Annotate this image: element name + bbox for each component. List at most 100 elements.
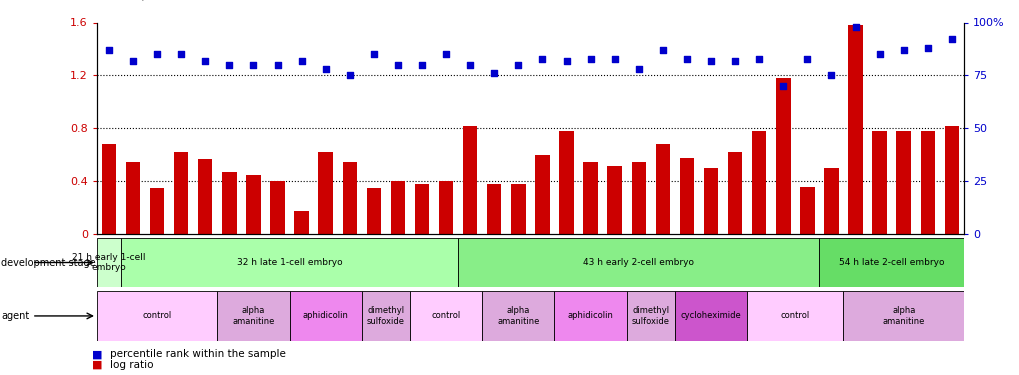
Bar — [655, 144, 669, 234]
Bar — [463, 126, 477, 234]
Point — [702, 58, 718, 64]
Point — [269, 62, 285, 68]
Point — [534, 56, 550, 62]
Point — [437, 51, 453, 57]
Point — [943, 36, 959, 42]
Text: aphidicolin: aphidicolin — [568, 311, 613, 320]
Point — [870, 51, 887, 57]
Bar — [775, 78, 790, 234]
Bar — [246, 175, 261, 234]
Point — [101, 47, 117, 53]
Bar — [848, 25, 862, 234]
Bar — [751, 131, 765, 234]
Point — [606, 56, 623, 62]
Bar — [871, 131, 886, 234]
Bar — [366, 188, 381, 234]
Bar — [607, 165, 622, 234]
Bar — [174, 152, 189, 234]
Point — [654, 47, 671, 53]
Bar — [823, 168, 838, 234]
Bar — [438, 182, 452, 234]
Bar — [270, 182, 284, 234]
Bar — [390, 182, 405, 234]
Text: percentile rank within the sample: percentile rank within the sample — [110, 350, 285, 359]
Bar — [535, 155, 549, 234]
Bar — [458, 238, 818, 287]
Bar — [410, 291, 482, 341]
Point — [462, 62, 478, 68]
Text: control: control — [780, 311, 809, 320]
Text: agent: agent — [1, 311, 30, 321]
Text: dimethyl
sulfoxide: dimethyl sulfoxide — [631, 306, 669, 326]
Bar — [746, 291, 843, 341]
Point — [557, 58, 574, 64]
Point — [678, 56, 694, 62]
Bar — [583, 162, 597, 234]
Text: cycloheximide: cycloheximide — [680, 311, 741, 320]
Bar — [843, 291, 963, 341]
Bar — [554, 291, 626, 341]
Point — [750, 56, 766, 62]
Bar — [799, 187, 814, 234]
Bar — [294, 210, 309, 234]
Point — [510, 62, 526, 68]
Bar — [198, 159, 212, 234]
Text: control: control — [143, 311, 171, 320]
Point — [919, 45, 935, 51]
Point — [245, 62, 261, 68]
Point — [293, 58, 310, 64]
Bar — [102, 144, 116, 234]
Text: GDS579 / 11824: GDS579 / 11824 — [87, 0, 190, 2]
Point — [124, 58, 141, 64]
Bar — [487, 184, 501, 234]
Bar — [97, 291, 217, 341]
Text: development stage: development stage — [1, 258, 96, 267]
Text: aphidicolin: aphidicolin — [303, 311, 348, 320]
Point — [822, 72, 839, 78]
Text: control: control — [431, 311, 461, 320]
Bar — [222, 172, 236, 234]
Text: alpha
amanitine: alpha amanitine — [232, 306, 274, 326]
Point — [389, 62, 406, 68]
Bar — [125, 162, 141, 234]
Bar — [415, 184, 429, 234]
Bar — [511, 184, 525, 234]
Bar — [97, 238, 121, 287]
Text: dimethyl
sulfoxide: dimethyl sulfoxide — [367, 306, 405, 326]
Point — [317, 66, 333, 72]
Bar — [318, 152, 332, 234]
Point — [895, 47, 911, 53]
Text: ■: ■ — [92, 350, 102, 359]
Bar — [150, 188, 164, 234]
Bar — [703, 168, 717, 234]
Bar — [896, 131, 910, 234]
Point — [149, 51, 165, 57]
Bar — [121, 238, 458, 287]
Bar — [920, 131, 934, 234]
Bar — [631, 162, 645, 234]
Point — [173, 51, 190, 57]
Bar — [679, 158, 694, 234]
Bar — [818, 238, 963, 287]
Text: 32 h late 1-cell embryo: 32 h late 1-cell embryo — [236, 258, 342, 267]
Text: log ratio: log ratio — [110, 360, 154, 369]
Text: ■: ■ — [92, 360, 102, 369]
Point — [221, 62, 237, 68]
Point — [630, 66, 646, 72]
Bar — [728, 152, 742, 234]
Point — [414, 62, 430, 68]
Point — [799, 56, 815, 62]
Point — [727, 58, 743, 64]
Bar — [289, 291, 362, 341]
Point — [341, 72, 358, 78]
Bar — [944, 126, 958, 234]
Bar — [558, 131, 574, 234]
Bar — [362, 291, 410, 341]
Bar — [342, 162, 357, 234]
Bar — [675, 291, 746, 341]
Point — [486, 70, 502, 76]
Point — [847, 24, 863, 30]
Bar — [217, 291, 289, 341]
Text: alpha
amanitine: alpha amanitine — [881, 306, 924, 326]
Text: 21 h early 1-cell
embryо: 21 h early 1-cell embryо — [72, 253, 146, 272]
